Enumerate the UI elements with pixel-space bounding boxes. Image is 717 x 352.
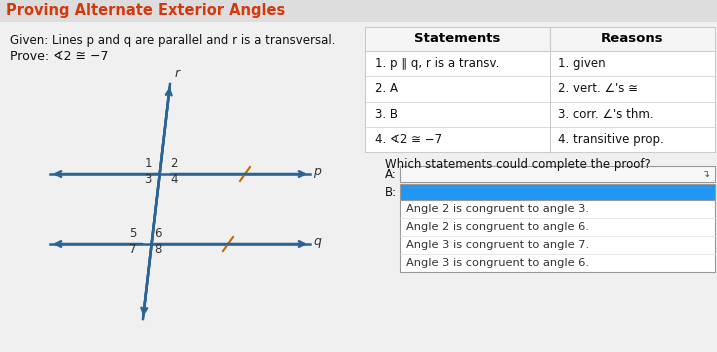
Text: 7: 7 [129,243,137,256]
Text: B:: B: [385,186,397,199]
Text: 1: 1 [144,157,152,170]
Text: 4. transitive prop.: 4. transitive prop. [558,133,664,146]
Text: q: q [313,235,321,249]
Text: 3. B: 3. B [375,108,398,121]
Text: 2. A: 2. A [375,82,398,95]
Text: Prove: ∢2 ≅ −7: Prove: ∢2 ≅ −7 [10,50,108,63]
Text: A:: A: [385,168,397,181]
Text: Given: Lines p and q are parallel and r is a transversal.: Given: Lines p and q are parallel and r … [10,34,336,47]
Text: Proving Alternate Exterior Angles: Proving Alternate Exterior Angles [6,4,285,19]
FancyBboxPatch shape [400,200,715,272]
Text: 8: 8 [154,243,162,256]
Text: 4. ∢2 ≅ −7: 4. ∢2 ≅ −7 [375,133,442,146]
Text: 2. vert. ∠'s ≅: 2. vert. ∠'s ≅ [558,82,638,95]
Text: 1. p ∥ q, r is a transv.: 1. p ∥ q, r is a transv. [375,57,499,70]
Text: 4: 4 [170,173,178,186]
Text: p: p [313,165,321,178]
FancyBboxPatch shape [365,27,550,51]
Text: Angle 3 is congruent to angle 7.: Angle 3 is congruent to angle 7. [406,240,589,250]
Text: r: r [175,67,180,80]
FancyBboxPatch shape [0,22,717,352]
Text: Reasons: Reasons [601,32,664,45]
FancyBboxPatch shape [550,27,715,51]
Text: Angle 3 is congruent to angle 6.: Angle 3 is congruent to angle 6. [406,258,589,268]
FancyBboxPatch shape [365,27,715,152]
FancyBboxPatch shape [0,0,717,22]
Text: Angle 2 is congruent to angle 6.: Angle 2 is congruent to angle 6. [406,222,589,232]
Text: 5: 5 [129,227,137,240]
Text: 2: 2 [170,157,178,170]
Text: ↴: ↴ [702,169,710,179]
Text: 1. given: 1. given [558,57,606,70]
Text: 3. corr. ∠'s thm.: 3. corr. ∠'s thm. [558,108,654,121]
FancyBboxPatch shape [400,166,715,182]
Text: 3: 3 [144,173,152,186]
FancyBboxPatch shape [400,184,715,200]
Text: Angle 2 is congruent to angle 3.: Angle 2 is congruent to angle 3. [406,204,589,214]
Text: 6: 6 [154,227,162,240]
Text: Statements: Statements [414,32,500,45]
Text: Which statements could complete the proof?: Which statements could complete the proo… [385,158,651,171]
